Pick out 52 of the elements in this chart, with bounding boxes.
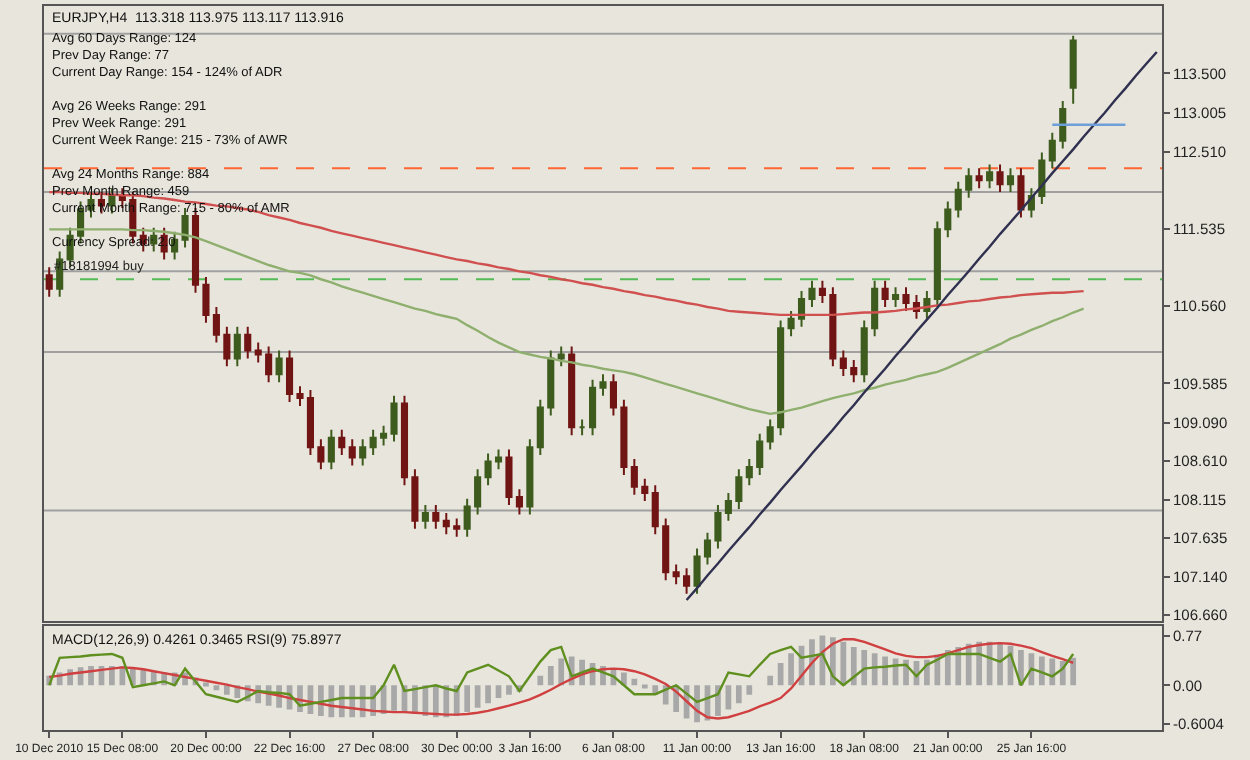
candlestick	[45, 266, 53, 298]
bar	[391, 685, 397, 711]
candlestick	[421, 503, 429, 530]
candlestick	[557, 345, 565, 368]
bar	[861, 650, 868, 686]
bar	[485, 685, 491, 704]
candlestick	[1006, 167, 1015, 194]
candlestick	[432, 503, 440, 530]
candlestick	[150, 226, 158, 253]
candlestick	[233, 325, 241, 368]
candlestick	[881, 279, 889, 308]
candlestick	[1069, 34, 1077, 105]
bar	[474, 685, 481, 708]
bar	[547, 666, 554, 686]
candlestick	[526, 438, 534, 516]
bar	[997, 643, 1003, 686]
candlestick	[348, 438, 356, 467]
bar	[1070, 657, 1077, 686]
bar	[464, 685, 471, 713]
candlestick	[181, 206, 189, 249]
candlestick	[338, 428, 346, 457]
bar	[1038, 656, 1045, 686]
candlestick	[996, 163, 1004, 194]
bar	[506, 685, 512, 695]
bar	[788, 653, 794, 686]
line-series	[48, 645, 1075, 707]
bar	[903, 659, 909, 686]
candlestick	[986, 163, 994, 190]
bar	[840, 641, 847, 686]
bar	[850, 646, 857, 686]
bar	[735, 685, 742, 704]
bar	[537, 675, 544, 686]
candlestick	[275, 349, 283, 384]
candlestick	[892, 286, 900, 308]
bar	[223, 685, 230, 695]
candlestick	[327, 428, 335, 471]
bar	[631, 678, 638, 686]
bar	[767, 675, 774, 686]
bar	[558, 658, 565, 686]
bar	[746, 685, 753, 695]
candlestick	[975, 167, 983, 190]
line-series	[685, 50, 1158, 602]
bar	[882, 656, 888, 686]
bar	[944, 650, 951, 686]
candlestick	[244, 325, 252, 360]
candlestick	[1017, 167, 1025, 219]
candlestick	[568, 345, 576, 437]
candlestick	[359, 438, 367, 467]
bar	[871, 653, 878, 686]
line-series	[48, 228, 1085, 416]
bar	[777, 662, 784, 686]
candlestick	[578, 418, 586, 437]
